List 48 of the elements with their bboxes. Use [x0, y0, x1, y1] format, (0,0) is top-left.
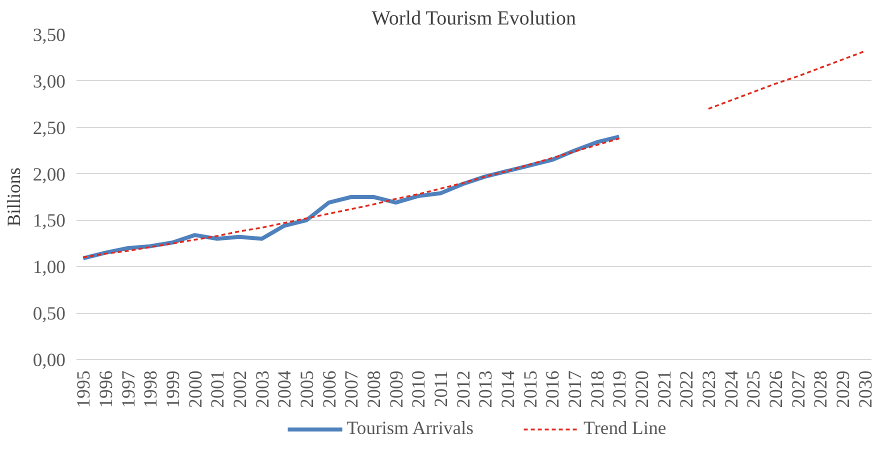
y-tick-label: 3,00 [32, 71, 66, 92]
x-tick-label: 2017 [564, 370, 586, 408]
x-tick-label: 2019 [610, 370, 631, 408]
x-tick-label: 2020 [632, 370, 653, 408]
x-tick-label: 2001 [208, 370, 229, 408]
y-tick-label: 2,00 [32, 164, 66, 186]
x-tick-label: 2009 [386, 370, 408, 408]
y-tick-label: 3,50 [32, 25, 66, 46]
x-tick-label: 2026 [766, 370, 787, 408]
x-tick-label: 2018 [587, 370, 608, 408]
legend-label: Tourism Arrivals [346, 418, 474, 440]
legend-label: Trend Line [583, 418, 666, 440]
x-tick-label: 1997 [118, 370, 140, 408]
x-tick-label: 2013 [476, 370, 497, 408]
x-tick-label: 2006 [319, 370, 340, 408]
x-tick-label: 2002 [230, 370, 252, 408]
y-tick-label: 0,50 [32, 304, 66, 325]
x-tick-label: 2022 [676, 370, 698, 408]
x-tick-label: 2014 [498, 370, 519, 408]
x-tick-label: 2000 [185, 370, 206, 408]
x-tick-label: 2003 [252, 370, 274, 408]
x-tick-label: 2023 [698, 370, 720, 408]
y-tick-label: 1,00 [32, 257, 66, 278]
x-tick-label: 2016 [542, 370, 564, 408]
y-tick-label: 1,50 [32, 210, 66, 232]
x-tick-label: 2024 [721, 370, 742, 408]
x-tick-label: 2008 [364, 370, 386, 408]
x-tick-label: 2011 [431, 370, 452, 408]
x-tick-label: 2030 [855, 370, 876, 408]
y-tick-label: 0,00 [32, 350, 66, 371]
x-tick-label: 1996 [96, 370, 118, 408]
x-tick-label: 1999 [163, 370, 184, 408]
x-tick-label: 2010 [408, 370, 430, 408]
x-tick-label: 2004 [274, 370, 296, 408]
x-tick-label: 2029 [832, 370, 854, 408]
x-tick-label: 2015 [520, 370, 542, 408]
x-tick-label: 2005 [297, 370, 318, 408]
x-tick-label: 1995 [74, 370, 95, 408]
chart-title: World Tourism Evolution [372, 8, 576, 30]
x-tick-label: 2028 [810, 370, 832, 408]
x-tick-label: 2021 [654, 370, 676, 408]
x-tick-label: 2027 [788, 370, 810, 408]
y-axis-title: Billions [4, 167, 25, 227]
x-tick-label: 1998 [140, 370, 162, 408]
x-tick-label: 2025 [744, 370, 765, 408]
y-tick-label: 2,50 [32, 118, 66, 139]
x-tick-label: 2012 [453, 370, 474, 408]
x-tick-label: 2007 [342, 370, 363, 408]
